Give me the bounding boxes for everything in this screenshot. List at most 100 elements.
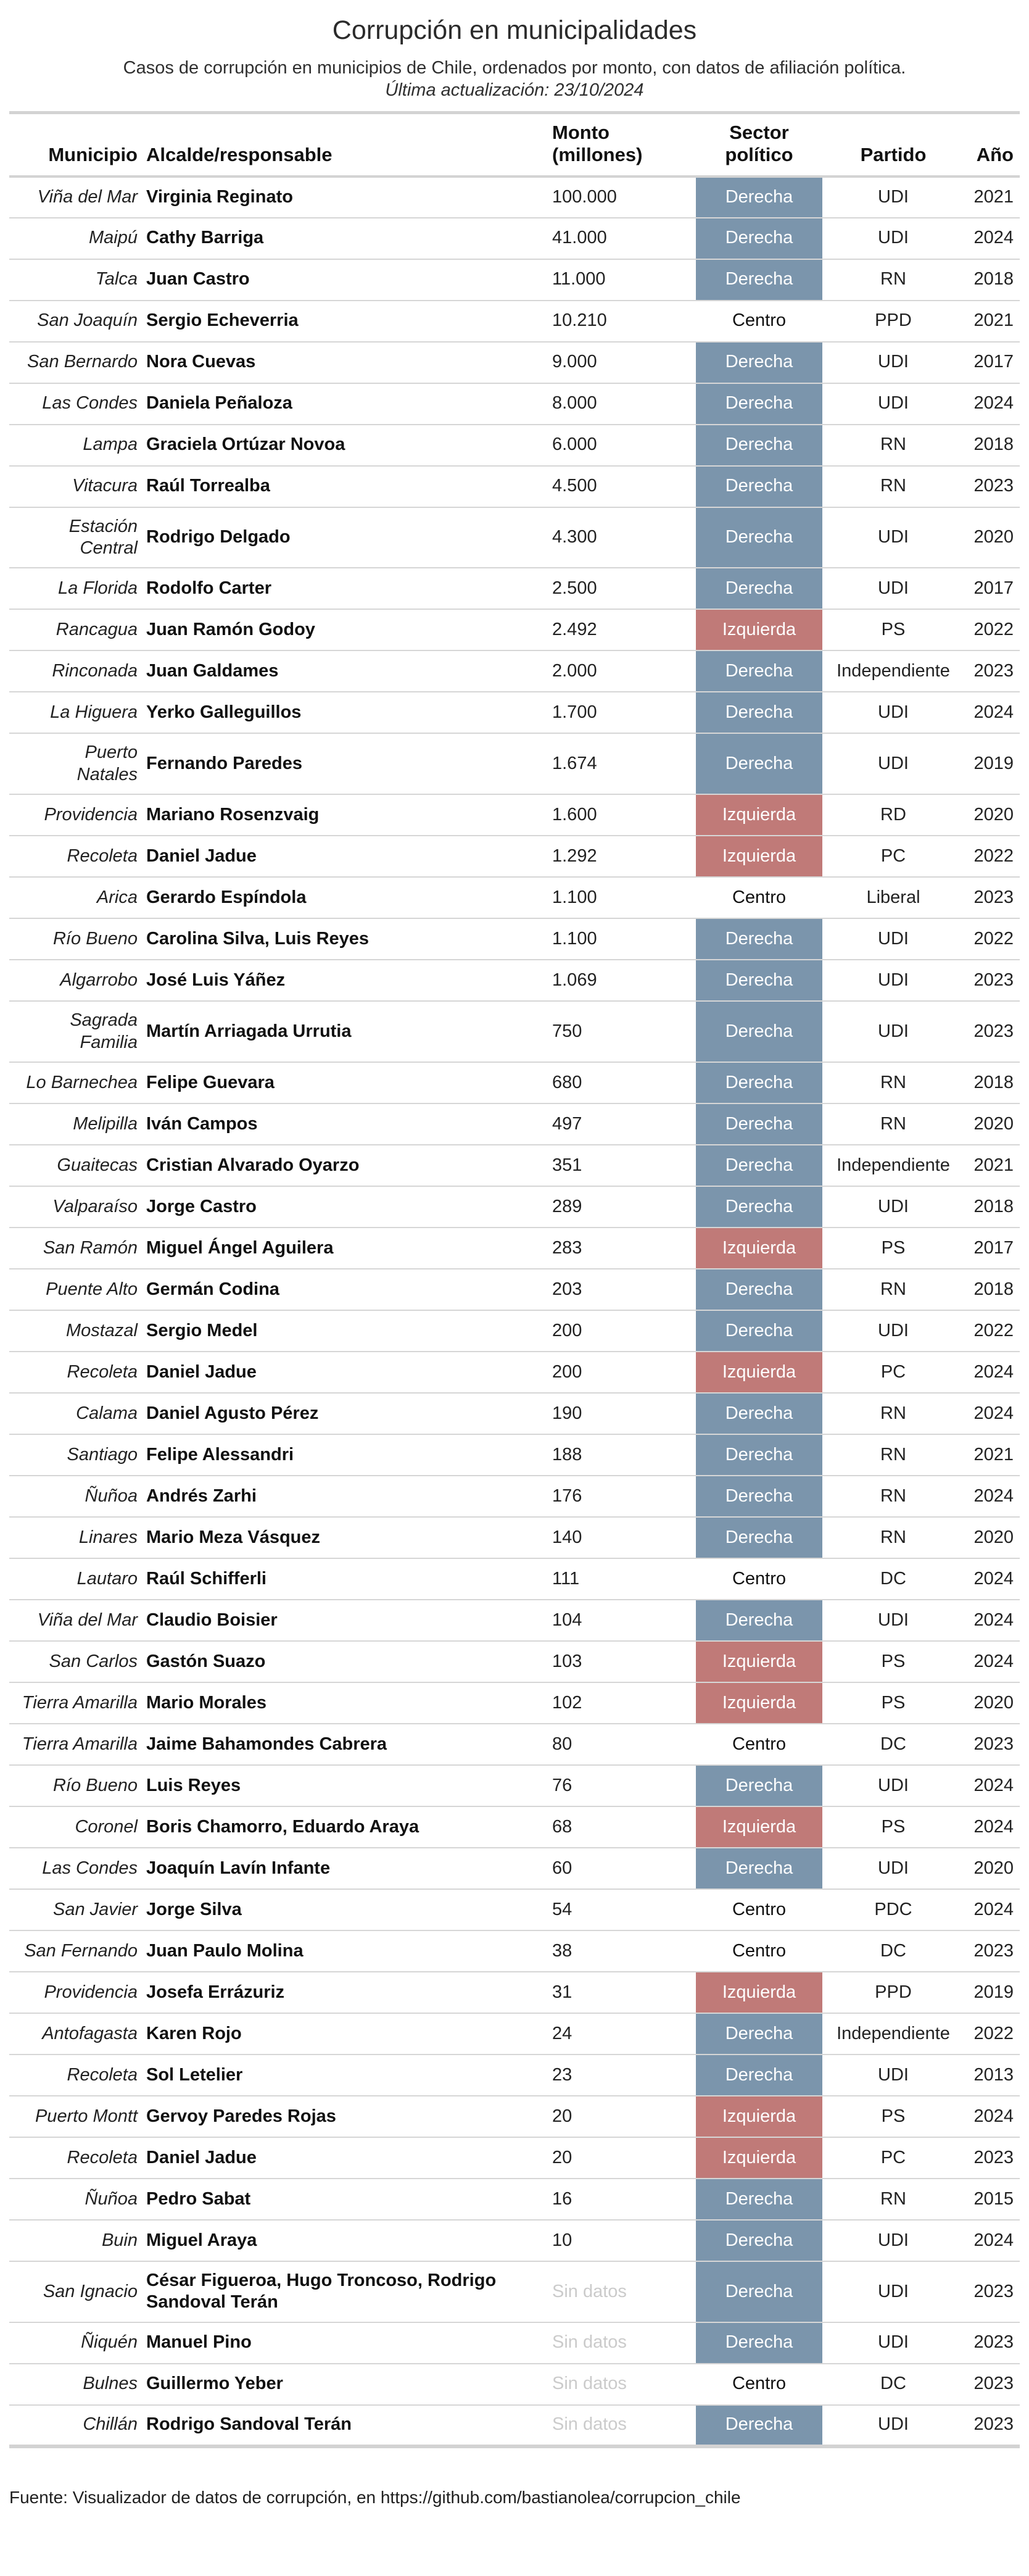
table-row: Recoleta Daniel Jadue 20 Izquierda PC 20… <box>9 2136 1020 2179</box>
cell-municipio: San Carlos <box>9 1640 144 1682</box>
cell-monto: 1.600 <box>543 794 696 836</box>
cell-monto: 351 <box>543 1144 696 1186</box>
cell-sector-politico: Derecha <box>696 1185 822 1228</box>
cell-alcalde: César Figueroa, Hugo Troncoso, Rodrigo S… <box>144 2260 543 2322</box>
cell-anio: 2024 <box>964 1474 1020 1517</box>
cell-anio: 2018 <box>964 423 1020 466</box>
cell-sector-politico: Izquierda <box>696 609 822 651</box>
table-row: Algarrobo José Luis Yáñez 1.069 Derecha … <box>9 959 1020 1002</box>
cell-sector-politico: Centro <box>696 1557 822 1600</box>
cell-partido: UDI <box>822 2321 964 2364</box>
cell-municipio: Linares <box>9 1516 144 1558</box>
cell-anio: 2021 <box>964 1144 1020 1186</box>
table-row: Providencia Mariano Rosenzvaig 1.600 Izq… <box>9 794 1020 836</box>
cell-monto: 24 <box>543 2012 696 2055</box>
cell-alcalde: Claudio Boisier <box>144 1598 543 1641</box>
table-row: Coronel Boris Chamorro, Eduardo Araya 68… <box>9 1805 1020 1848</box>
cell-monto: 2.492 <box>543 609 696 651</box>
cell-municipio: Santiago <box>9 1433 144 1476</box>
cell-partido: UDI <box>822 217 964 259</box>
cell-anio: 2013 <box>964 2053 1020 2096</box>
table-row: Valparaíso Jorge Castro 289 Derecha UDI … <box>9 1185 1020 1228</box>
table-row: Arica Gerardo Espíndola 1.100 Centro Lib… <box>9 876 1020 919</box>
cell-alcalde: Virginia Reginato <box>146 186 293 207</box>
cell-monto: 1.292 <box>543 835 696 878</box>
cell-municipio: Coronel <box>9 1805 144 1848</box>
cell-sector-politico: Derecha <box>696 918 822 960</box>
cell-partido: UDI <box>822 1185 964 1228</box>
cell-anio: 2021 <box>964 299 1020 342</box>
cell-anio: 2024 <box>964 1805 1020 1848</box>
cell-anio: 2023 <box>964 1929 1020 1972</box>
column-header-sector: Sector político <box>696 112 822 178</box>
cell-partido: UDI <box>822 959 964 1002</box>
cell-municipio: Puente Alto <box>9 1268 144 1310</box>
cell-partido: PS <box>822 1640 964 1682</box>
table-row: Ñuñoa Andrés Zarhi 176 Derecha RN 2024 <box>9 1474 1020 1517</box>
column-header-monto: Monto (millones) <box>543 112 696 178</box>
cell-municipio: Las Condes <box>9 1847 144 1889</box>
table-row: Antofagasta Karen Rojo 24 Derecha Indepe… <box>9 2012 1020 2055</box>
cell-municipio: Algarrobo <box>9 959 144 1002</box>
cell-sector-politico: Izquierda <box>696 794 822 836</box>
cell-partido: PC <box>822 1350 964 1393</box>
cell-alcalde: Jorge Castro <box>144 1185 543 1228</box>
cell-anio: 2022 <box>964 1309 1020 1352</box>
table-row: Estación Central Rodrigo Delgado 4.300 D… <box>9 506 1020 568</box>
cell-alcalde: Juan Ramón Godoy <box>144 609 543 651</box>
cell-partido: UDI <box>822 1847 964 1889</box>
cell-alcalde: Mariano Rosenzvaig <box>144 794 543 836</box>
table-row: San Ramón Miguel Ángel Aguilera 283 Izqu… <box>9 1226 1020 1269</box>
cell-municipio: Providencia <box>9 794 144 836</box>
cell-monto: 23 <box>543 2053 696 2096</box>
cell-anio: 2022 <box>964 918 1020 960</box>
cell-municipio: Buin <box>9 2219 144 2261</box>
cell-sector-politico: Izquierda <box>696 835 822 878</box>
column-header-partido: Partido <box>822 112 964 178</box>
cell-sector-politico: Derecha <box>696 2177 822 2220</box>
cell-monto: 100.000 <box>552 186 617 207</box>
cell-municipio: Viña del Mar <box>9 1598 144 1641</box>
cell-alcalde: Daniel Jadue <box>144 835 543 878</box>
cell-municipio: Recoleta <box>9 1350 144 1393</box>
cell-municipio: San Joaquín <box>9 299 144 342</box>
cell-municipio: Valparaíso <box>9 1185 144 1228</box>
cell-anio: 2020 <box>964 1847 1020 1889</box>
cell-municipio: San Ramón <box>9 1226 144 1269</box>
cell-monto: 31 <box>543 1971 696 2013</box>
cell-monto: 1.069 <box>543 959 696 1002</box>
cell-sector-politico: Derecha <box>696 341 822 383</box>
cell-anio: 2023 <box>964 2136 1020 2179</box>
cell-sector-politico: Centro <box>696 1888 822 1930</box>
cell-alcalde: José Luis Yáñez <box>144 959 543 1002</box>
cell-anio: 2020 <box>964 1681 1020 1724</box>
cell-monto: 1.100 <box>543 918 696 960</box>
cell-municipio: Lampa <box>9 423 144 466</box>
cell-partido: UDI <box>822 567 964 610</box>
cell-monto: 80 <box>543 1722 696 1765</box>
cell-partido: PS <box>822 1681 964 1724</box>
table-row: Melipilla Iván Campos 497 Derecha RN 202… <box>9 1102 1020 1145</box>
cell-anio: 2024 <box>964 1350 1020 1393</box>
cell-alcalde: Felipe Guevara <box>144 1061 543 1103</box>
cell-partido: DC <box>822 1557 964 1600</box>
cell-sector-politico: Derecha <box>696 1000 822 1062</box>
cell-sector-politico: Derecha <box>696 2321 822 2364</box>
cell-sector-politico: Derecha <box>696 1309 822 1352</box>
table-row: Puerto Montt Gervoy Paredes Rojas 20 Izq… <box>9 2095 1020 2137</box>
cell-municipio: Río Bueno <box>9 1764 144 1806</box>
cell-monto: 111 <box>543 1557 696 1600</box>
cell-municipio: Rinconada <box>9 650 144 692</box>
header-row: Municipio Alcalde/responsable Monto (mil… <box>9 112 1020 178</box>
cell-municipio: La Florida <box>9 567 144 610</box>
table-row: Viña del Mar Claudio Boisier 104 Derecha… <box>9 1598 1020 1641</box>
cell-monto: 1.700 <box>543 691 696 734</box>
cell-alcalde: Joaquín Lavín Infante <box>144 1847 543 1889</box>
cell-municipio: Calama <box>9 1392 144 1434</box>
cell-monto: 4.500 <box>543 465 696 507</box>
cell-sector-politico: Izquierda <box>696 1640 822 1682</box>
table-row: Las Condes Daniela Peñaloza 8.000 Derech… <box>9 382 1020 425</box>
cell-alcalde: Jorge Silva <box>144 1888 543 1930</box>
cell-monto: 2.000 <box>543 650 696 692</box>
cell-sector-politico: Derecha <box>696 2260 822 2322</box>
